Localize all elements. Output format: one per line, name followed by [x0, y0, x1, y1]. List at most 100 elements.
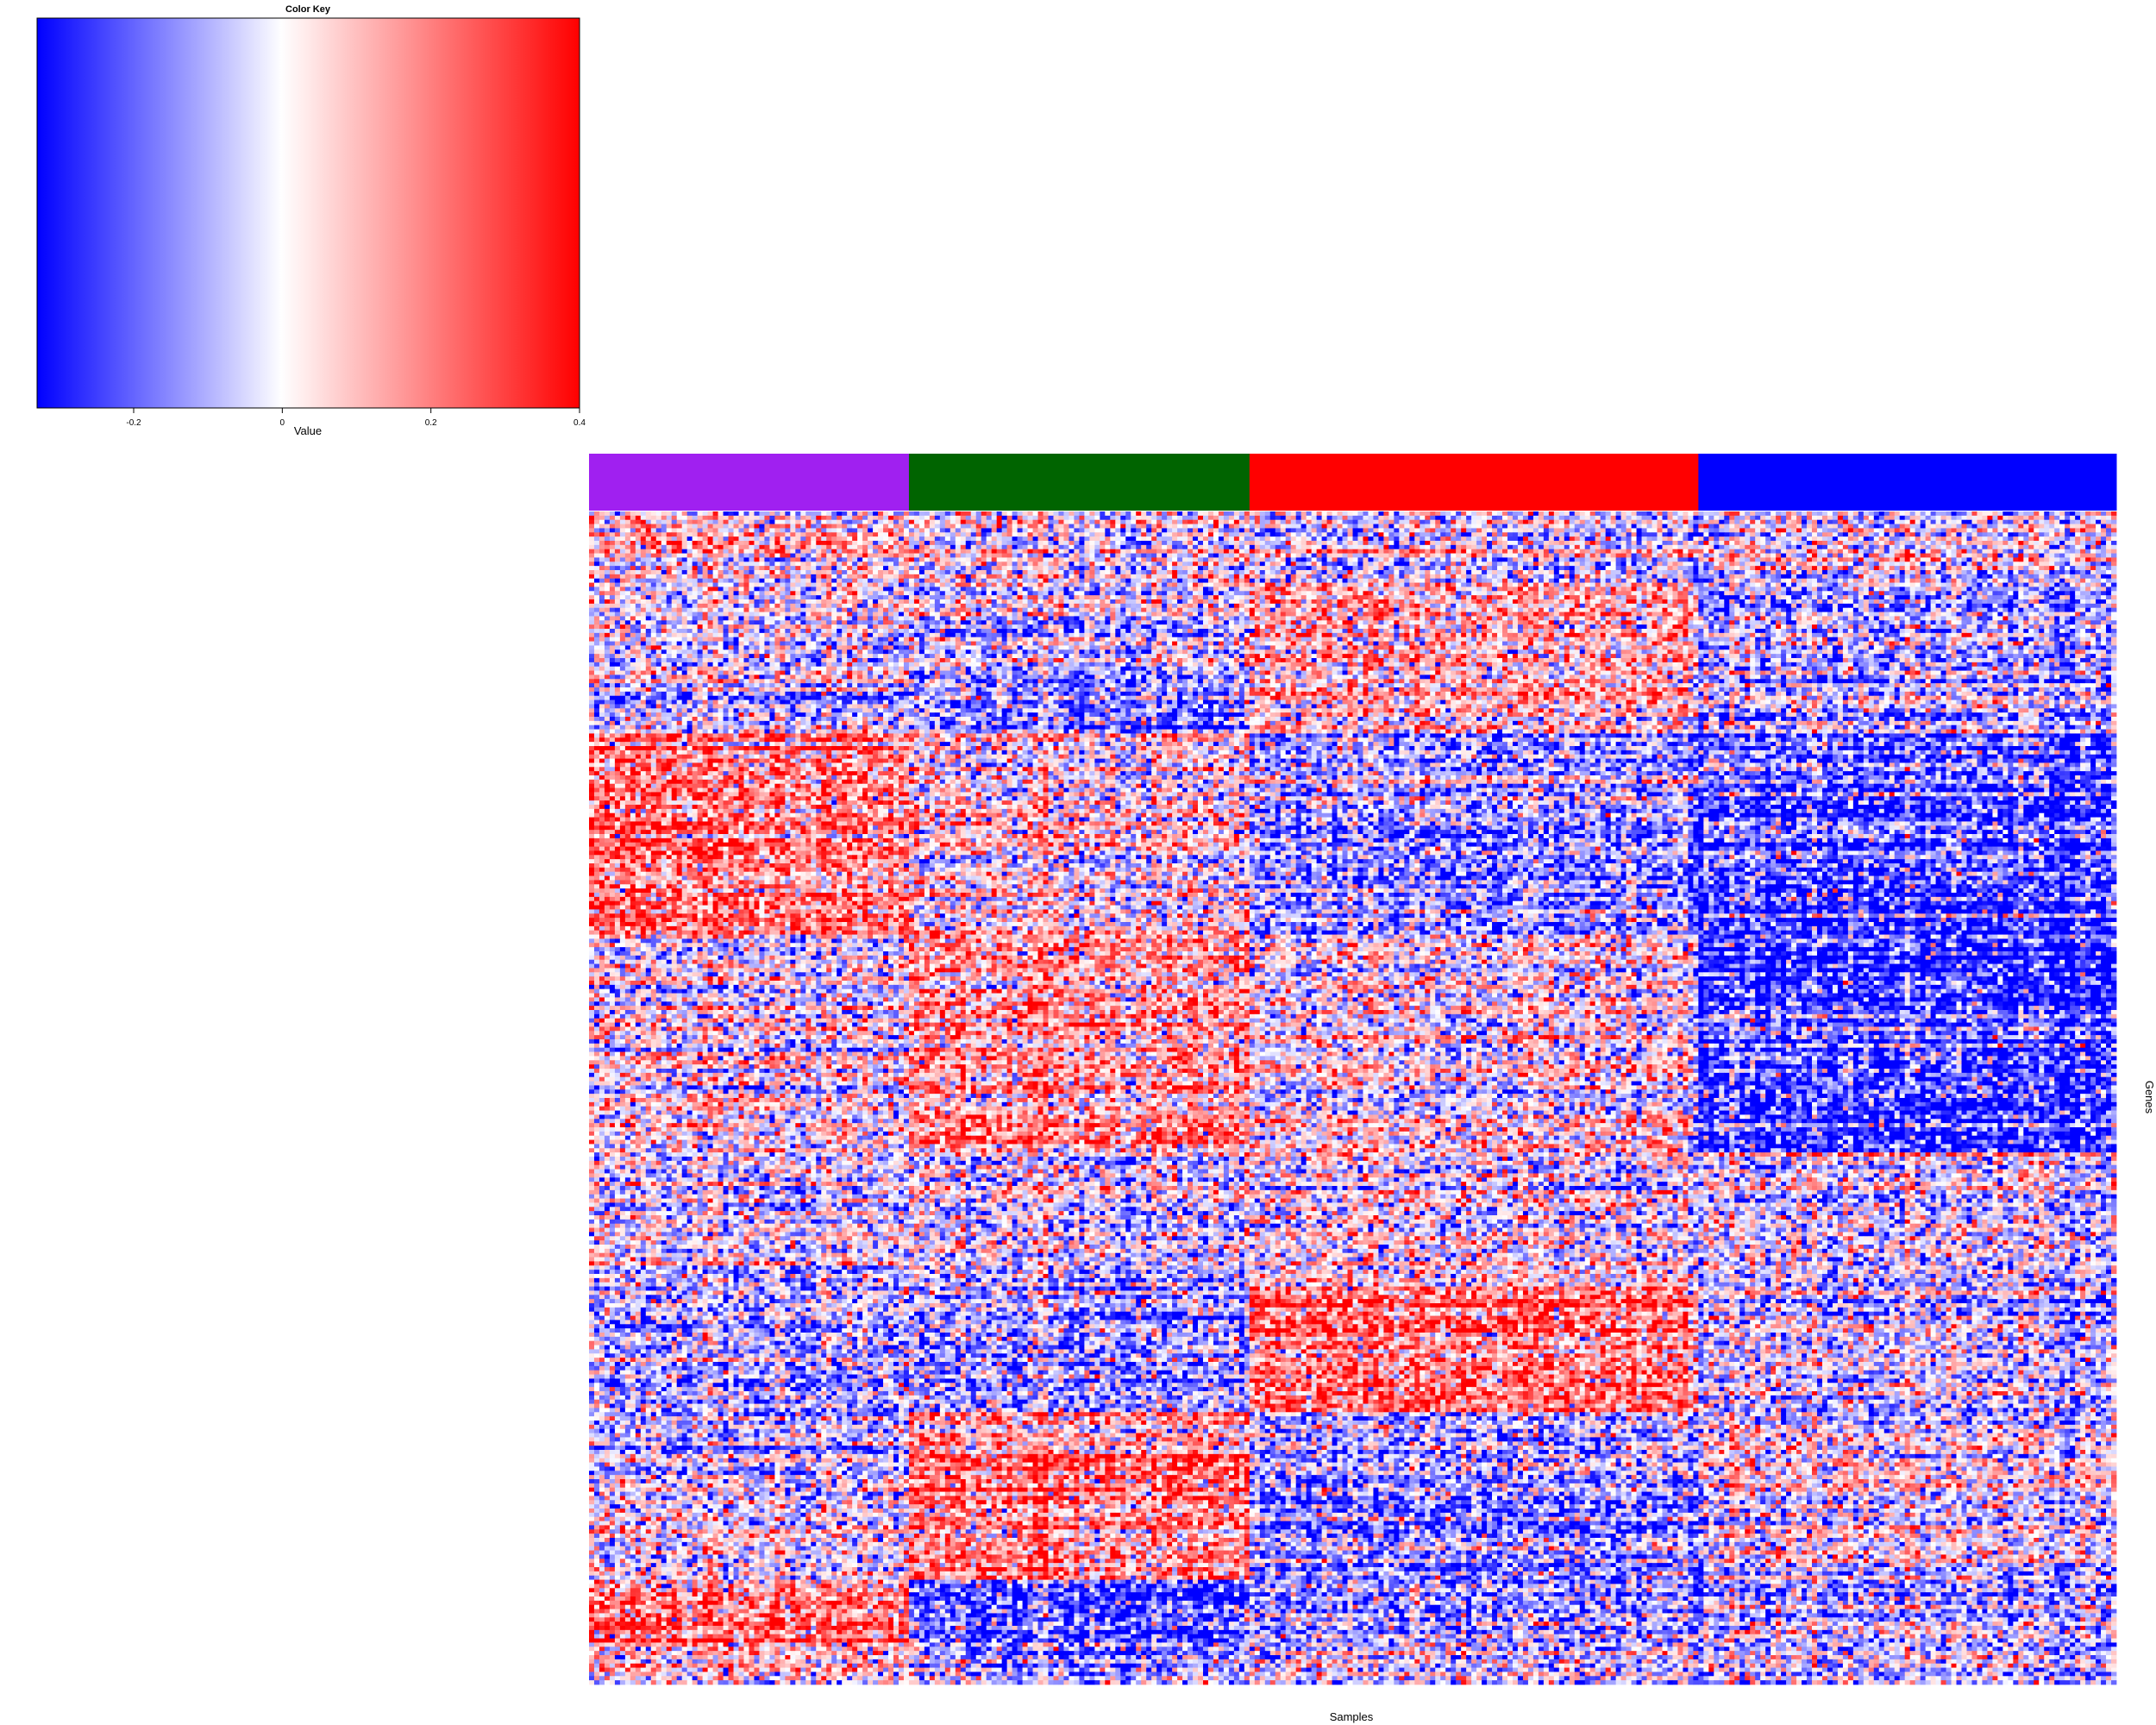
- heatmap-cell: [1357, 520, 1363, 524]
- heatmap-cell: [1281, 511, 1286, 516]
- heatmap-cell: [1559, 511, 1564, 516]
- heatmap-cell: [919, 520, 924, 524]
- heatmap-cell: [780, 528, 785, 532]
- heatmap-cell: [1637, 520, 1642, 524]
- heatmap-cell: [1445, 516, 1451, 520]
- heatmap-cell: [703, 511, 708, 516]
- color-key-ticks: -0.2 0 0.2 0.4: [126, 408, 586, 428]
- heatmap-cell: [620, 524, 625, 529]
- heatmap-cell: [1312, 516, 1317, 520]
- heatmap-cell: [1193, 516, 1198, 520]
- heatmap-cell: [1971, 520, 1977, 524]
- heatmap-cell: [1647, 528, 1652, 532]
- heatmap-cell: [1151, 516, 1156, 520]
- heatmap-cell: [935, 524, 940, 529]
- heatmap-cell: [1012, 511, 1018, 516]
- heatmap-cell: [1322, 528, 1327, 532]
- heatmap-cell: [1281, 528, 1286, 532]
- heatmap-cell: [594, 520, 599, 524]
- heatmap-cell: [1136, 524, 1141, 529]
- heatmap-cell: [1182, 528, 1188, 532]
- heatmap-cell: [837, 524, 842, 529]
- heatmap-cell: [1915, 516, 1921, 520]
- heatmap-cell: [1781, 524, 1786, 529]
- heatmap-cell: [868, 524, 873, 529]
- heatmap-cell: [1611, 520, 1616, 524]
- heatmap-cell: [930, 511, 935, 516]
- heatmap-cell: [816, 516, 821, 520]
- heatmap-cell: [1172, 511, 1177, 516]
- heatmap-cell: [2111, 511, 2116, 516]
- heatmap-cell: [1632, 524, 1637, 529]
- heatmap-cell: [1435, 520, 1440, 524]
- heatmap-cell: [1921, 520, 1926, 524]
- heatmap-cell: [1219, 520, 1224, 524]
- heatmap-cell: [1765, 524, 1771, 529]
- heatmap-cell: [1120, 520, 1125, 524]
- heatmap-cell: [2013, 511, 2018, 516]
- heatmap-cell: [852, 520, 857, 524]
- heatmap-cell: [873, 524, 878, 529]
- heatmap-cell: [1348, 520, 1353, 524]
- heatmap-cell: [1332, 520, 1338, 524]
- heatmap-cell: [2023, 520, 2028, 524]
- heatmap-cell: [1063, 520, 1069, 524]
- heatmap-cell: [1658, 520, 1663, 524]
- heatmap-cell: [1632, 516, 1637, 520]
- heatmap-cell: [966, 511, 971, 516]
- heatmap-cell: [641, 528, 646, 532]
- heatmap-cell: [1698, 516, 1703, 520]
- heatmap-cell: [831, 516, 837, 520]
- heatmap-cell: [1255, 528, 1260, 532]
- heatmap-cell: [1482, 528, 1487, 532]
- heatmap-cell: [1931, 516, 1936, 520]
- heatmap-cell: [1435, 511, 1440, 516]
- heatmap-cell: [1317, 516, 1322, 520]
- heatmap-cell: [1667, 524, 1672, 529]
- heatmap-cell: [1575, 511, 1580, 516]
- heatmap-cell: [868, 528, 873, 532]
- heatmap-cell: [1120, 511, 1125, 516]
- heatmap-cell: [1776, 520, 1781, 524]
- heatmap-cell: [1110, 524, 1115, 529]
- heatmap-cell: [945, 524, 950, 529]
- heatmap-cell: [904, 528, 909, 532]
- heatmap-cell: [811, 520, 816, 524]
- heatmap-cell: [1941, 516, 1946, 520]
- heatmap-cell: [1864, 516, 1869, 520]
- heatmap-cell: [1286, 516, 1291, 520]
- heatmap-cell: [641, 520, 646, 524]
- heatmap-cell: [1332, 516, 1338, 520]
- heatmap-cell: [1213, 511, 1219, 516]
- heatmap-cell: [1879, 520, 1884, 524]
- heatmap-cell: [1658, 524, 1663, 529]
- heatmap-cell: [837, 520, 842, 524]
- heatmap-cell: [2085, 516, 2090, 520]
- heatmap-cell: [1023, 511, 1028, 516]
- heatmap-cell: [1482, 520, 1487, 524]
- heatmap-cell: [1750, 528, 1755, 532]
- heatmap-cell: [1229, 511, 1234, 516]
- heatmap-cell: [1698, 524, 1703, 529]
- heatmap-cell: [826, 516, 831, 520]
- heatmap-cell: [1869, 524, 1874, 529]
- heatmap-cell: [1404, 520, 1409, 524]
- heatmap-cell: [1177, 524, 1182, 529]
- heatmap-cell: [1353, 516, 1358, 520]
- heatmap-cell: [857, 516, 862, 520]
- heatmap-cell: [1115, 524, 1120, 529]
- heatmap-cell: [1177, 511, 1182, 516]
- heatmap-cell: [2013, 516, 2018, 520]
- heatmap-cell: [1884, 516, 1890, 520]
- heatmap-cell: [1708, 524, 1714, 529]
- heatmap-cell: [1677, 524, 1683, 529]
- heatmap-cell: [909, 511, 914, 516]
- heatmap-cell: [1471, 520, 1476, 524]
- heatmap-cell: [743, 528, 749, 532]
- heatmap-cell: [919, 511, 924, 516]
- heatmap-cell: [924, 528, 930, 532]
- heatmap-cell: [1456, 528, 1461, 532]
- heatmap-cell: [837, 516, 842, 520]
- heatmap-cell: [1590, 528, 1595, 532]
- heatmap-cell: [1471, 511, 1476, 516]
